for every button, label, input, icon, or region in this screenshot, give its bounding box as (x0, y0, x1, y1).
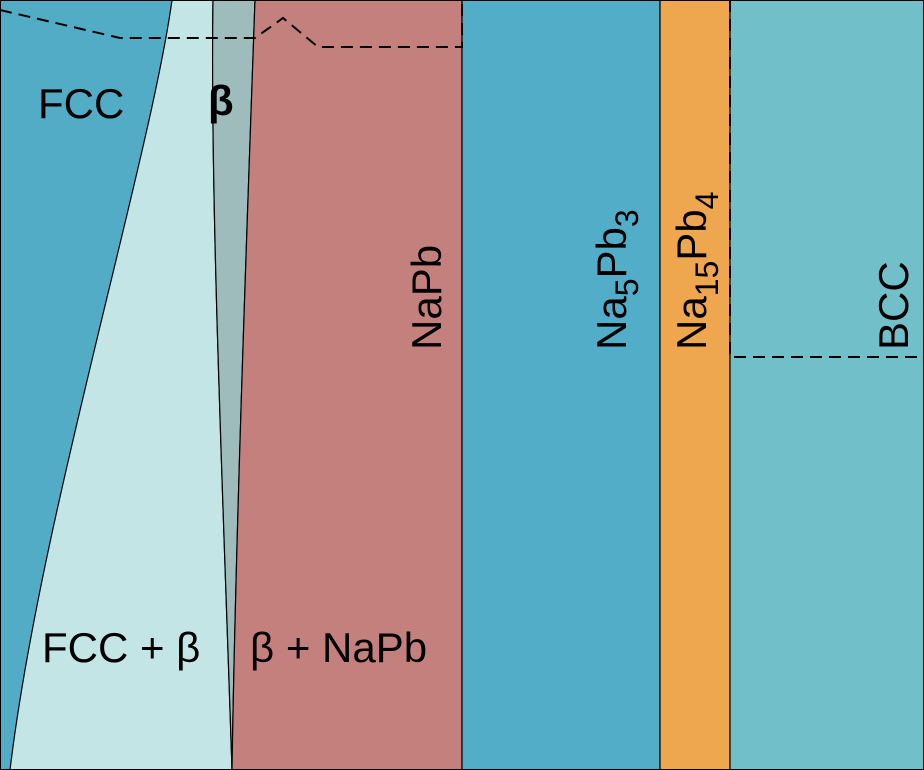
region-label: NaPb (403, 245, 450, 350)
region-label: β (208, 77, 234, 124)
label-part: Pb (588, 227, 635, 278)
na15pb4-region (659, 0, 731, 770)
label-part: Na (588, 296, 635, 350)
region-label: FCC (38, 80, 124, 127)
label-part: Na (668, 296, 715, 350)
region-label: Na15Pb4 (668, 192, 725, 350)
region-label: FCC + β (42, 624, 200, 671)
na5pb3-region (461, 0, 661, 770)
label-subscript: 4 (689, 192, 725, 210)
napb-region (231, 0, 463, 770)
label-subscript: 5 (609, 279, 645, 297)
label-subscript: 15 (689, 261, 725, 297)
label-subscript: 3 (609, 209, 645, 227)
dashed-boundary (0, 0, 463, 48)
label-part: Pb (668, 209, 715, 260)
region-label: β + NaPb (250, 624, 427, 671)
region-label: Na5Pb3 (588, 209, 645, 350)
bcc-region (729, 0, 924, 770)
dashed-boundary (729, 0, 924, 358)
region-label: BCC (870, 261, 917, 350)
